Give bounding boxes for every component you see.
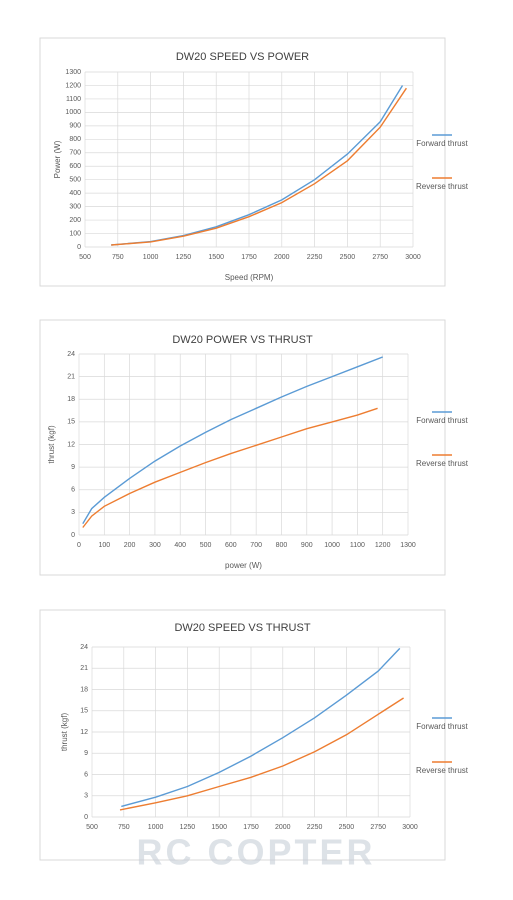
y-tick-label: 1000 — [65, 109, 81, 116]
y-tick-label: 24 — [67, 351, 75, 358]
x-tick-label: 2750 — [372, 254, 388, 261]
x-tick-label: 1750 — [243, 824, 259, 831]
x-tick-label: 900 — [301, 542, 313, 549]
y-tick-label: 6 — [84, 771, 88, 778]
x-tick-label: 1300 — [400, 542, 416, 549]
series-line — [82, 407, 378, 528]
y-tick-label: 1200 — [65, 82, 81, 89]
legend-label: Reverse thrust — [415, 459, 469, 468]
legend-label: Reverse thrust — [415, 182, 469, 191]
legend-label: Forward thrust — [416, 416, 468, 425]
chart-title: DW20 POWER VS THRUST — [172, 334, 313, 346]
y-tick-label: 800 — [69, 136, 81, 143]
watermark: RC COPTER — [136, 832, 375, 873]
y-tick-label: 3 — [71, 509, 75, 516]
series-line — [82, 356, 383, 525]
x-tick-label: 3000 — [405, 254, 421, 261]
x-tick-label: 2000 — [275, 824, 291, 831]
x-tick-label: 2500 — [340, 254, 356, 261]
y-tick-label: 21 — [67, 373, 75, 380]
x-tick-label: 1100 — [350, 542, 365, 549]
legend-label: Forward thrust — [416, 722, 468, 731]
x-tick-label: 1000 — [148, 824, 164, 831]
chart-frame — [39, 609, 446, 861]
y-axis-label: thrust (kgf) — [47, 425, 56, 464]
x-tick-label: 800 — [276, 542, 288, 549]
y-tick-label: 18 — [67, 396, 75, 403]
y-tick-label: 9 — [84, 750, 88, 757]
x-tick-label: 300 — [149, 542, 161, 549]
x-tick-label: 1500 — [208, 254, 224, 261]
y-tick-label: 9 — [71, 464, 75, 471]
chart-title: DW20 SPEED VS POWER — [176, 51, 309, 63]
series-line — [121, 647, 401, 808]
y-tick-label: 0 — [84, 814, 88, 821]
y-tick-label: 100 — [69, 230, 81, 237]
x-tick-label: 1750 — [241, 254, 257, 261]
y-tick-label: 600 — [69, 163, 81, 170]
x-tick-label: 2000 — [274, 254, 290, 261]
legend-label: Forward thrust — [416, 139, 468, 148]
chart-frame — [39, 319, 446, 576]
x-axis-label: power (W) — [225, 561, 262, 570]
y-tick-label: 900 — [69, 123, 81, 130]
y-tick-label: 1100 — [66, 96, 81, 103]
x-tick-label: 0 — [77, 542, 81, 549]
x-tick-label: 600 — [225, 542, 237, 549]
y-tick-label: 700 — [69, 150, 81, 157]
y-tick-label: 3 — [84, 793, 88, 800]
x-tick-label: 1250 — [176, 254, 192, 261]
x-tick-label: 3000 — [402, 824, 418, 831]
x-tick-label: 1000 — [324, 542, 340, 549]
y-tick-label: 400 — [69, 190, 81, 197]
y-tick-label: 6 — [71, 487, 75, 494]
x-tick-label: 100 — [98, 542, 110, 549]
x-tick-label: 2250 — [307, 824, 323, 831]
series-line — [111, 87, 407, 246]
y-tick-label: 12 — [80, 729, 88, 736]
x-tick-label: 500 — [200, 542, 212, 549]
y-tick-label: 12 — [67, 441, 75, 448]
chart-frame — [39, 37, 446, 287]
y-tick-label: 15 — [80, 708, 88, 715]
x-tick-label: 1500 — [211, 824, 227, 831]
x-tick-label: 2500 — [339, 824, 355, 831]
y-tick-label: 18 — [80, 686, 88, 693]
x-tick-label: 500 — [79, 254, 91, 261]
x-tick-label: 2750 — [370, 824, 386, 831]
x-tick-label: 400 — [174, 542, 186, 549]
y-tick-label: 15 — [67, 419, 75, 426]
y-axis-label: thrust (kgf) — [60, 713, 69, 752]
y-axis-label: Power (W) — [53, 140, 62, 178]
series-line — [119, 697, 404, 811]
y-tick-label: 500 — [69, 177, 81, 184]
y-tick-label: 200 — [69, 217, 81, 224]
chart-title: DW20 SPEED VS THRUST — [174, 622, 310, 634]
y-tick-label: 1300 — [65, 69, 81, 76]
y-tick-label: 24 — [80, 644, 88, 651]
x-tick-label: 500 — [86, 824, 98, 831]
legend-label: Reverse thrust — [415, 766, 469, 775]
y-tick-label: 300 — [69, 203, 81, 210]
x-tick-label: 700 — [250, 542, 262, 549]
x-tick-label: 2250 — [307, 254, 323, 261]
y-tick-label: 0 — [71, 532, 75, 539]
x-tick-label: 1200 — [375, 542, 391, 549]
x-tick-label: 1250 — [180, 824, 196, 831]
x-tick-label: 750 — [112, 254, 124, 261]
x-tick-label: 200 — [124, 542, 136, 549]
x-axis-label: Speed (RPM) — [225, 273, 274, 282]
y-tick-label: 0 — [77, 244, 81, 251]
y-tick-label: 21 — [80, 665, 88, 672]
x-tick-label: 750 — [118, 824, 130, 831]
x-tick-label: 1000 — [143, 254, 159, 261]
